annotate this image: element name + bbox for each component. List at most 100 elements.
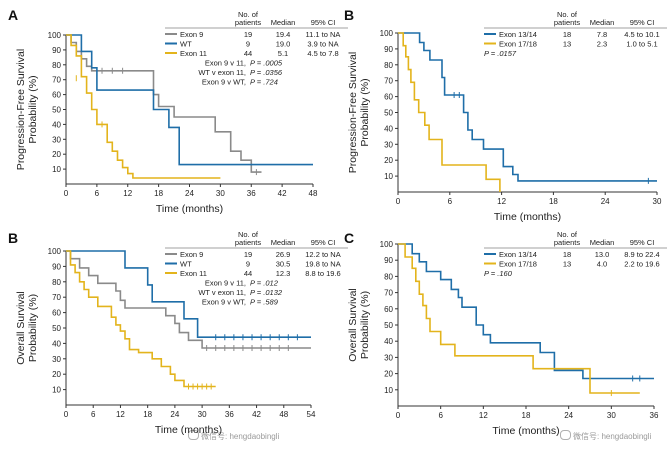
legend-median: 13.0 xyxy=(595,250,610,259)
legend-header: 95% CI xyxy=(630,18,655,27)
legend-header: 95% CI xyxy=(630,238,655,247)
legend-median: 19.0 xyxy=(276,40,291,49)
legend-comparison: WT v exon 11, xyxy=(198,288,246,297)
x-tick-label: 24 xyxy=(564,411,573,420)
series-line xyxy=(66,34,313,166)
y-axis-label: Overall Survival xyxy=(15,291,27,365)
legend-pvalue: P = .0005 xyxy=(250,59,283,68)
x-tick-label: 6 xyxy=(95,189,100,198)
panel-letter: B xyxy=(344,7,354,23)
y-tick-label: 100 xyxy=(48,31,62,40)
x-tick-label: 36 xyxy=(650,411,659,420)
y-axis-label: Overall Survival xyxy=(347,288,359,362)
legend-pvalue: P = .0356 xyxy=(250,68,283,77)
series-line xyxy=(398,32,501,192)
legend-series-name: Exon 17/18 xyxy=(499,260,537,269)
legend-series-name: Exon 11 xyxy=(180,49,207,58)
x-tick-label: 12 xyxy=(123,189,132,198)
series-line xyxy=(66,250,216,388)
legend-n: 44 xyxy=(244,269,252,278)
y-tick-label: 30 xyxy=(384,353,393,362)
y-tick-label: 30 xyxy=(52,135,61,144)
legend-median: 2.3 xyxy=(597,40,607,49)
legend-header: patients xyxy=(554,18,581,27)
legend-ci: 4.5 to 7.8 xyxy=(307,49,338,58)
legend-n: 19 xyxy=(244,250,252,259)
y-tick-label: 80 xyxy=(52,278,61,287)
x-tick-label: 54 xyxy=(307,410,316,419)
y-tick-label: 50 xyxy=(52,106,61,115)
y-tick-label: 100 xyxy=(380,29,394,38)
series-line xyxy=(398,32,657,182)
x-tick-label: 42 xyxy=(252,410,261,419)
x-tick-label: 30 xyxy=(198,410,207,419)
x-tick-label: 12 xyxy=(116,410,125,419)
y-tick-label: 10 xyxy=(384,172,393,181)
legend-pvalue: P = .724 xyxy=(250,78,278,87)
y-axis-label: Probability (%) xyxy=(359,291,371,359)
y-tick-label: 60 xyxy=(384,93,393,102)
legend-pvalue: P = .012 xyxy=(250,279,279,288)
x-tick-label: 18 xyxy=(549,197,558,206)
series-line xyxy=(398,243,640,394)
x-tick-label: 18 xyxy=(143,410,152,419)
legend-header: Median xyxy=(271,18,296,27)
legend-header: No. of xyxy=(557,10,578,19)
x-tick-label: 0 xyxy=(64,189,69,198)
x-tick-label: 0 xyxy=(64,410,69,419)
y-tick-label: 50 xyxy=(384,109,393,118)
legend-median: 4.0 xyxy=(597,260,607,269)
y-tick-label: 10 xyxy=(52,386,61,395)
y-tick-label: 20 xyxy=(384,156,393,165)
y-tick-label: 50 xyxy=(52,324,61,333)
y-tick-label: 90 xyxy=(384,45,393,54)
x-tick-label: 36 xyxy=(247,189,256,198)
y-tick-label: 40 xyxy=(384,337,393,346)
legend-n: 44 xyxy=(244,49,252,58)
x-tick-label: 48 xyxy=(279,410,288,419)
series-line xyxy=(66,34,262,173)
x-tick-label: 6 xyxy=(438,411,443,420)
legend-comparison: Exon 9 v WT, xyxy=(202,298,246,307)
y-tick-label: 50 xyxy=(384,321,393,330)
panel-letter: C xyxy=(344,230,354,246)
x-tick-label: 18 xyxy=(522,411,531,420)
y-tick-label: 80 xyxy=(384,61,393,70)
legend-header: Median xyxy=(590,238,615,247)
legend-series-name: WT xyxy=(180,40,192,49)
legend-ci: 4.5 to 10.1 xyxy=(624,30,659,39)
legend-n: 19 xyxy=(244,30,252,39)
y-tick-label: 70 xyxy=(384,77,393,86)
legend-header: No. of xyxy=(238,10,259,19)
x-tick-label: 18 xyxy=(154,189,163,198)
legend-ci: 1.0 to 5.1 xyxy=(626,40,657,49)
legend-median: 12.3 xyxy=(276,269,291,278)
legend-series-name: Exon 9 xyxy=(180,30,203,39)
x-tick-label: 12 xyxy=(479,411,488,420)
series-line xyxy=(66,250,311,338)
y-tick-label: 100 xyxy=(380,240,394,249)
watermark-left: 微信号: hengdaobingli xyxy=(188,430,279,442)
legend-pvalue: P = .589 xyxy=(250,298,279,307)
y-tick-label: 30 xyxy=(52,355,61,364)
legend-ci: 3.9 to NA xyxy=(307,40,338,49)
legend-series-name: Exon 17/18 xyxy=(499,40,537,49)
series-line xyxy=(66,250,311,349)
legend-median: 26.9 xyxy=(276,250,291,259)
y-axis-label: Progression-Free Survival xyxy=(347,52,359,173)
y-tick-label: 90 xyxy=(52,262,61,271)
y-tick-label: 60 xyxy=(52,91,61,100)
y-axis-label: Progression-Free Survival xyxy=(15,49,27,170)
legend-series-name: Exon 9 xyxy=(180,250,203,259)
x-axis-label: Time (months) xyxy=(156,203,223,215)
legend-header: patients xyxy=(235,18,262,27)
legend-series-name: Exon 11 xyxy=(180,269,207,278)
x-tick-label: 24 xyxy=(601,197,610,206)
y-tick-label: 90 xyxy=(52,46,61,55)
legend-comparison: Exon 9 v 11, xyxy=(205,59,246,68)
legend-series-name: WT xyxy=(180,260,192,269)
x-axis-label: Time (months) xyxy=(494,211,561,223)
y-tick-label: 100 xyxy=(48,247,62,256)
